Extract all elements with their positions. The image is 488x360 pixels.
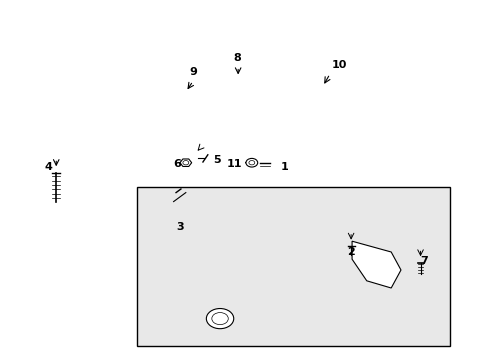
Text: 5: 5 <box>212 155 220 165</box>
Polygon shape <box>0 0 20 90</box>
Polygon shape <box>0 0 61 36</box>
Polygon shape <box>180 159 191 166</box>
Bar <box>137 187 449 346</box>
Text: 10: 10 <box>331 60 347 70</box>
Circle shape <box>183 161 188 165</box>
Text: 2: 2 <box>346 247 354 257</box>
Circle shape <box>248 161 254 165</box>
Text: 8: 8 <box>233 53 241 63</box>
Circle shape <box>211 312 228 325</box>
Polygon shape <box>351 241 400 288</box>
Text: 6: 6 <box>173 159 181 169</box>
Circle shape <box>206 309 233 329</box>
Text: 7: 7 <box>420 256 427 266</box>
Text: 4: 4 <box>44 162 52 172</box>
Text: 11: 11 <box>226 159 242 169</box>
Text: 9: 9 <box>189 67 197 77</box>
Text: 1: 1 <box>281 162 288 172</box>
Text: 3: 3 <box>176 222 183 232</box>
Circle shape <box>245 158 257 167</box>
